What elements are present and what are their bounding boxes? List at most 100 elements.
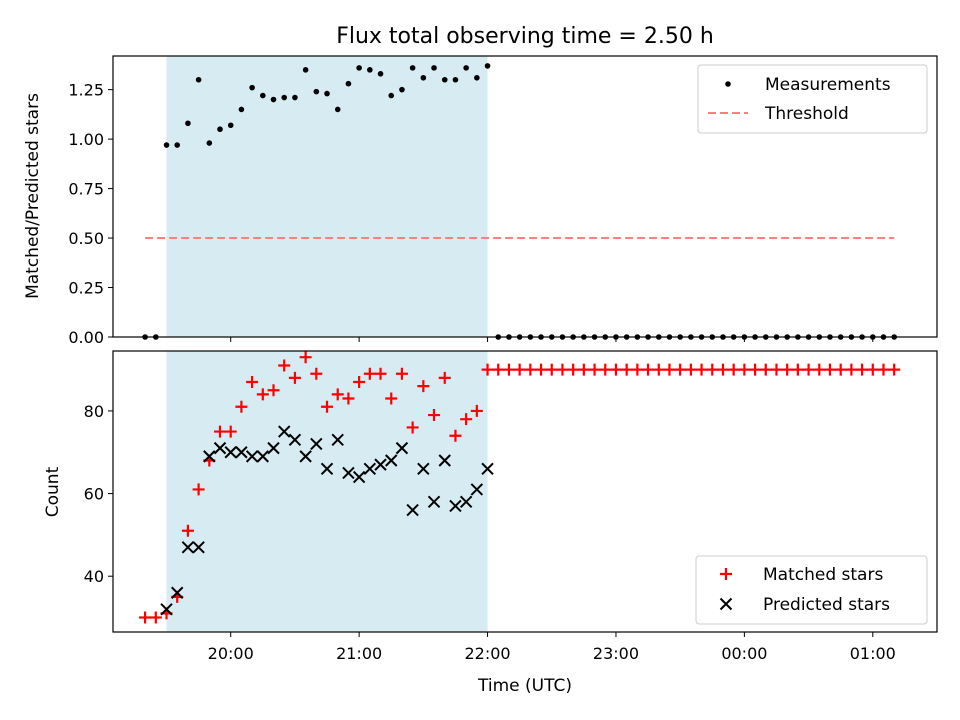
measurement-point: [195, 76, 202, 83]
observing-interval-shade: [166, 351, 488, 632]
top-ytick-label: 0.50: [68, 229, 104, 248]
predicted-star-point: [181, 541, 195, 554]
bottom-xtick-label: 21:00: [336, 644, 382, 663]
matched-star-point: [406, 421, 419, 434]
predicted-star-point: [245, 450, 259, 463]
predicted-star-point: [235, 446, 248, 459]
predicted-star-point: [278, 425, 291, 438]
legend-measurements-marker: [725, 81, 731, 87]
bottom-xtick-label: 01:00: [850, 644, 896, 663]
measurement-point: [174, 142, 181, 148]
measurement-point: [441, 76, 448, 83]
matched-star-point: [502, 363, 515, 376]
bottom-ytick-label: 80: [84, 402, 104, 421]
predicted-star-point: [310, 437, 323, 451]
matched-star-point: [278, 359, 291, 372]
top-ytick-label: 1.00: [68, 130, 104, 149]
matched-star-point: [417, 380, 430, 393]
matched-star-point: [781, 363, 794, 376]
matched-star-point: [449, 429, 462, 442]
measurement-point: [452, 76, 459, 83]
bottom-axes-frame: [112, 350, 938, 633]
legend-measurements-label: Measurements: [765, 75, 891, 95]
matched-star-point: [856, 363, 869, 376]
legend-matched-label: Matched stars: [763, 565, 883, 585]
matched-star-point: [470, 404, 483, 417]
bottom-axes: 40 60 80 20:00 21:00 22:00 23:00 00:00 01:00: [84, 402, 896, 663]
matched-star-point: [620, 363, 633, 376]
matched-star-point: [727, 363, 740, 376]
matched-star-point: [823, 363, 836, 376]
matched-star-point: [770, 363, 783, 376]
measurement-point: [313, 88, 320, 95]
predicted-star-point: [427, 495, 441, 509]
chart-title: Flux total observing time = 2.50 h: [336, 24, 714, 49]
predicted-star-point: [385, 454, 398, 467]
matched-star-point: [149, 611, 162, 624]
measurement-point: [377, 71, 384, 77]
matched-star-point: [524, 363, 537, 376]
measurement-point: [334, 106, 341, 113]
matched-star-point: [642, 363, 655, 376]
bottom-xtick-label: 20:00: [208, 644, 254, 663]
matched-star-point: [802, 363, 815, 376]
top-legend: Measurements Threshold: [697, 64, 928, 134]
measurement-point: [324, 90, 330, 97]
matched-star-point: [299, 351, 312, 364]
measurement-point: [270, 96, 277, 103]
matched-star-point: [577, 363, 590, 376]
predicted-star-point: [192, 541, 205, 554]
measurement-point: [399, 86, 405, 93]
measurement-point: [431, 65, 437, 71]
matched-star-point: [877, 363, 890, 376]
measurement-point: [420, 74, 427, 81]
measurement-point: [302, 67, 309, 73]
measurement-point: [345, 80, 352, 87]
top-axes: 0.00 0.25 0.50 0.75 1.00 1.25: [68, 81, 874, 347]
legend-predicted-marker: [719, 597, 733, 611]
matched-star-point: [224, 425, 237, 438]
matched-star-point: [845, 363, 858, 376]
measurement-point: [388, 92, 395, 99]
matched-star-point: [513, 363, 526, 376]
matched-star-point: [181, 524, 194, 537]
measurement-point: [281, 94, 288, 101]
predicted-star-point: [288, 433, 302, 447]
matched-star-point: [374, 367, 387, 380]
legend-box: [695, 555, 928, 625]
measurement-point: [227, 122, 234, 129]
bottom-ytick-label: 40: [84, 567, 104, 586]
measurement-point: [249, 84, 255, 91]
matched-star-point: [353, 375, 366, 388]
matched-star-point: [246, 375, 259, 388]
legend-predicted-label: Predicted stars: [763, 595, 890, 615]
matched-star-point: [834, 363, 847, 376]
predicted-star-point: [256, 450, 270, 463]
matched-star-point: [256, 388, 269, 401]
bottom-ytick-label: 60: [84, 485, 104, 504]
top-ytick-label: 1.25: [68, 81, 104, 100]
matched-star-point: [428, 409, 441, 422]
matched-star-point: [321, 400, 334, 413]
predicted-star-point: [395, 441, 409, 455]
measurement-point: [474, 74, 480, 81]
top-ytick-label: 0.75: [68, 180, 104, 199]
matched-star-point: [192, 483, 205, 496]
measurement-point: [292, 94, 298, 101]
matched-star-point: [556, 363, 569, 376]
matched-star-point: [492, 363, 505, 376]
measurement-point: [409, 65, 416, 71]
predicted-star-point: [299, 450, 312, 463]
measurement-point: [356, 65, 362, 71]
matched-star-point: [866, 363, 879, 376]
matched-star-point: [385, 392, 398, 405]
predicted-star-point: [417, 462, 430, 475]
measurement-point: [185, 120, 191, 127]
predicted-star-point: [459, 495, 473, 509]
measurement-point: [463, 65, 469, 71]
matched-star-point: [363, 367, 376, 380]
predicted-star-point: [160, 603, 173, 616]
matched-star-point: [438, 371, 451, 384]
matched-star-point: [267, 384, 280, 397]
